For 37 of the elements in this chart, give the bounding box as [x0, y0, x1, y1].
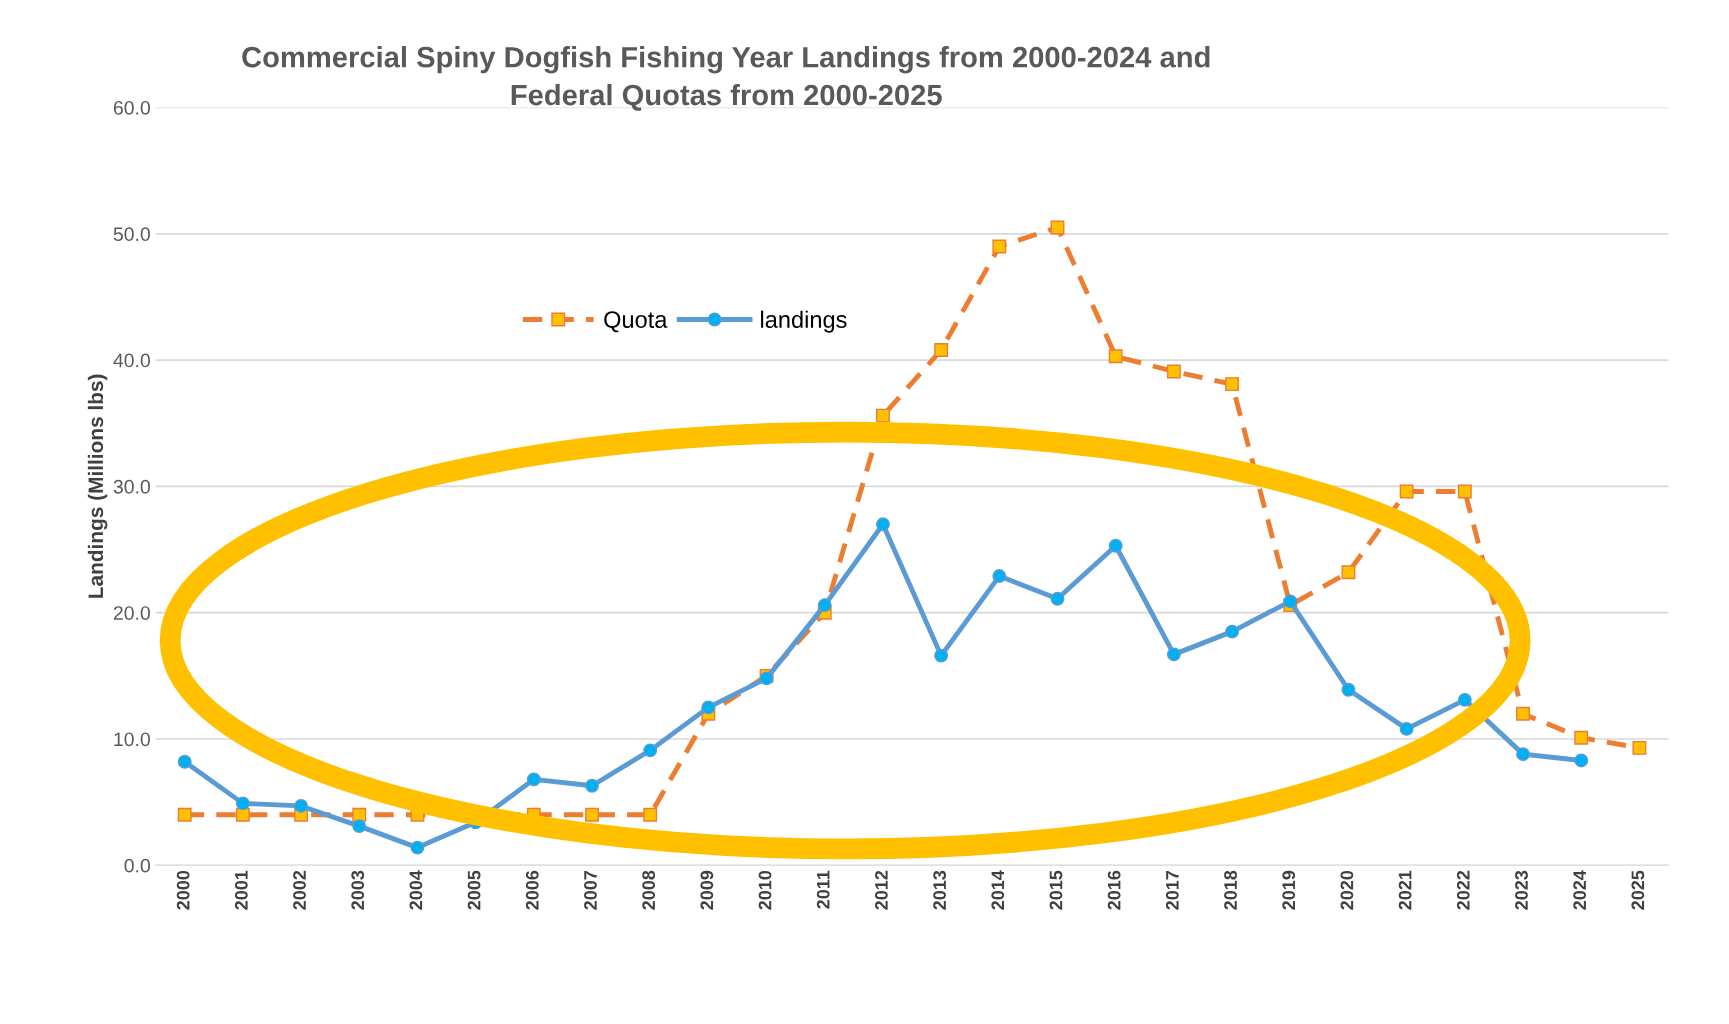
x-tick-label: 2024 — [1573, 870, 1587, 910]
y-tick-label: 0.0 — [124, 858, 150, 873]
x-tick-label: 2011 — [816, 870, 830, 909]
x-tick-label: 2016 — [1107, 870, 1121, 910]
x-tick-label: 2025 — [1631, 870, 1645, 910]
x-tick-label: 2020 — [1340, 870, 1354, 910]
x-tick-label: 2000 — [176, 870, 190, 910]
y-tick-label: 10.0 — [114, 732, 150, 747]
x-tick-label: 2009 — [700, 870, 714, 910]
y-tick-label: 50.0 — [113, 227, 150, 242]
x-tick-label: 2021 — [1398, 870, 1412, 910]
x-tick-label: 2006 — [525, 870, 539, 910]
chart-title: Commercial Spiny Dogfish Fishing Year Landings from 2000-2024 and Federal Quotas from 2000-2025 — [242, 46, 1210, 111]
x-tick-label: 2005 — [467, 870, 481, 910]
x-tick-label: 2004 — [409, 870, 423, 910]
x-tick-label: 2023 — [1515, 870, 1528, 910]
y-axis-title: Landings (Millions lbs) — [87, 374, 108, 598]
x-tick-label: 2010 — [758, 870, 772, 910]
x-tick-label: 2019 — [1282, 870, 1296, 910]
legend-label: Quota — [604, 311, 668, 333]
x-tick-label: 2003 — [351, 870, 365, 910]
x-tick-label: 2018 — [1224, 870, 1237, 910]
x-tick-label: 2008 — [642, 870, 656, 910]
y-tick-label: 20.0 — [113, 606, 150, 620]
y-tick-label: 40.0 — [113, 353, 150, 368]
x-tick-label: 2013 — [933, 870, 947, 910]
y-tick-label: 30.0 — [113, 479, 150, 494]
x-tick-label: 2014 — [991, 870, 1005, 910]
y-tick-label: 60.0 — [113, 100, 150, 115]
x-tick-label: 2002 — [293, 870, 306, 910]
x-tick-label: 2007 — [584, 870, 597, 910]
legend-label: landings — [761, 310, 847, 333]
x-tick-label: 2017 — [1165, 870, 1179, 910]
x-tick-label: 2001 — [234, 870, 248, 910]
x-tick-label: 2022 — [1456, 870, 1470, 910]
x-tick-label: 2012 — [875, 870, 888, 910]
x-tick-label: 2015 — [1049, 870, 1063, 910]
